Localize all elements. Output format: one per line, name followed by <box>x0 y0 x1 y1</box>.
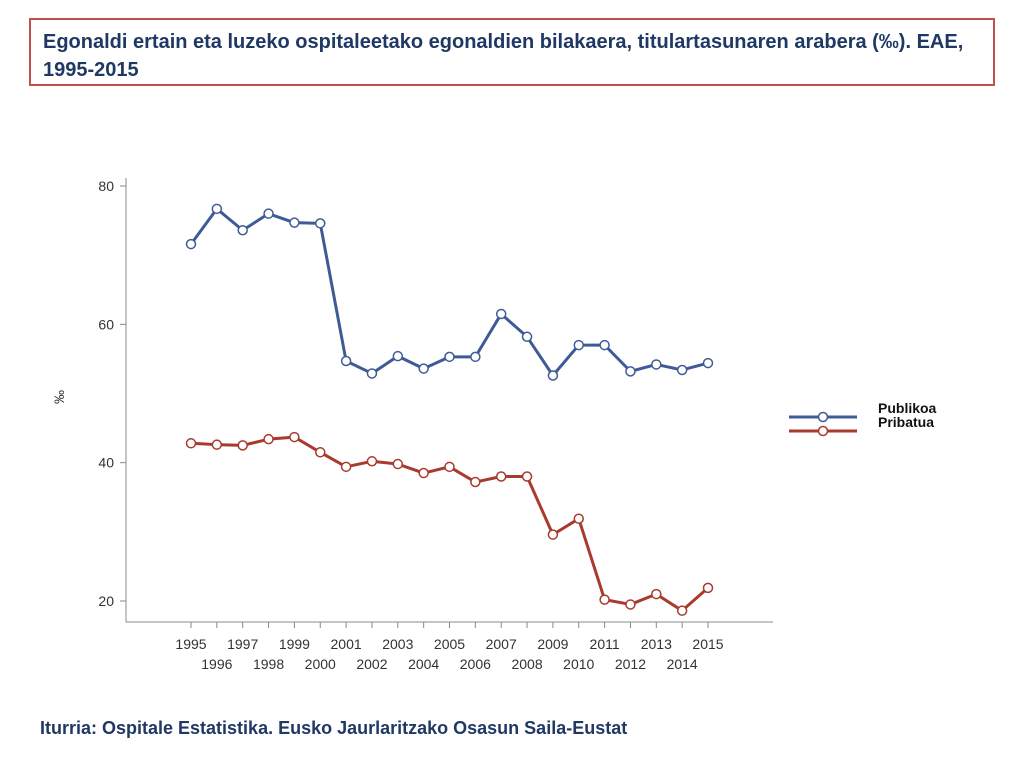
x-tick-label: 1997 <box>227 636 258 652</box>
data-point <box>211 203 223 215</box>
x-tick-label: 2008 <box>511 656 542 672</box>
x-tick-label: 2002 <box>356 656 387 672</box>
x-tick-label: 1995 <box>175 636 206 652</box>
y-tick-label: 40 <box>98 455 114 471</box>
data-point <box>237 440 248 451</box>
y-tick-label: 20 <box>98 593 114 609</box>
x-tick-label: 2011 <box>590 636 620 652</box>
chart-series <box>185 203 714 616</box>
data-point <box>547 529 559 540</box>
data-point <box>263 433 274 445</box>
legend-label: Publikoa <box>878 400 937 416</box>
y-axis-label: ‰ <box>51 390 67 404</box>
data-point <box>495 308 507 320</box>
data-point <box>676 364 688 376</box>
data-point <box>315 218 326 229</box>
x-tick-label: 2007 <box>486 636 517 652</box>
data-point <box>599 594 610 605</box>
data-point <box>676 605 688 616</box>
data-point <box>651 588 662 600</box>
data-point <box>211 439 223 450</box>
chart-axes: 20 40 60 80 ‰ 1995 1996 1997 1998 1999 2000 2001 200… <box>51 178 773 672</box>
data-point <box>366 456 378 467</box>
x-tick-label: 2009 <box>537 636 568 652</box>
x-tick-label: 1996 <box>201 656 232 672</box>
x-tick-label: 1998 <box>253 656 284 672</box>
x-tick-label: 2000 <box>305 656 336 672</box>
data-point <box>495 471 507 482</box>
data-point <box>418 363 429 374</box>
data-point <box>289 431 300 443</box>
data-point <box>651 359 662 370</box>
series-line-publikoa <box>189 207 709 378</box>
data-point <box>340 461 352 473</box>
x-tick-label: 2013 <box>641 636 672 652</box>
x-tick-label: 2004 <box>408 656 439 672</box>
chart-title-box: Egonaldi ertain eta luzeko ospitaleetako… <box>29 18 995 86</box>
x-tick-label: 2010 <box>563 656 594 672</box>
data-point <box>289 217 300 228</box>
data-point <box>470 351 481 363</box>
y-tick-label: 80 <box>98 178 114 194</box>
data-point <box>702 582 714 594</box>
data-point <box>521 471 533 482</box>
x-tick-label: 2006 <box>460 656 491 672</box>
data-point <box>547 370 559 381</box>
data-point <box>185 438 197 449</box>
data-point <box>573 513 584 524</box>
x-tick-label: 2014 <box>667 656 698 672</box>
legend-marker <box>817 425 829 437</box>
data-point <box>521 331 533 343</box>
x-tick-label: 2005 <box>434 636 465 652</box>
data-point <box>392 458 404 470</box>
data-point <box>392 350 404 362</box>
data-point <box>185 238 197 250</box>
x-tick-label: 1999 <box>279 636 310 652</box>
data-point <box>263 208 274 219</box>
data-point <box>702 357 714 369</box>
chart-title: Egonaldi ertain eta luzeko ospitaleetako… <box>43 31 964 81</box>
data-point <box>625 599 636 610</box>
data-point <box>366 368 378 379</box>
legend-marker <box>817 411 829 423</box>
data-point <box>573 339 584 351</box>
data-point <box>444 351 455 363</box>
source-note: Iturria: Ospitale Estatistika. Eusko Jau… <box>40 718 628 738</box>
data-point <box>625 366 636 377</box>
x-tick-label: 2001 <box>331 636 362 652</box>
data-point <box>599 339 610 351</box>
data-point <box>418 467 429 479</box>
data-point <box>315 447 326 458</box>
x-tick-label: 2012 <box>615 656 646 672</box>
data-point <box>340 355 352 367</box>
legend-label: Pribatua <box>878 414 934 430</box>
y-tick-label: 60 <box>98 316 114 332</box>
x-tick-label: 2015 <box>692 636 723 652</box>
x-tick-label: 2003 <box>382 636 413 652</box>
data-point <box>470 476 481 488</box>
data-point <box>444 461 455 473</box>
data-point <box>237 225 248 236</box>
